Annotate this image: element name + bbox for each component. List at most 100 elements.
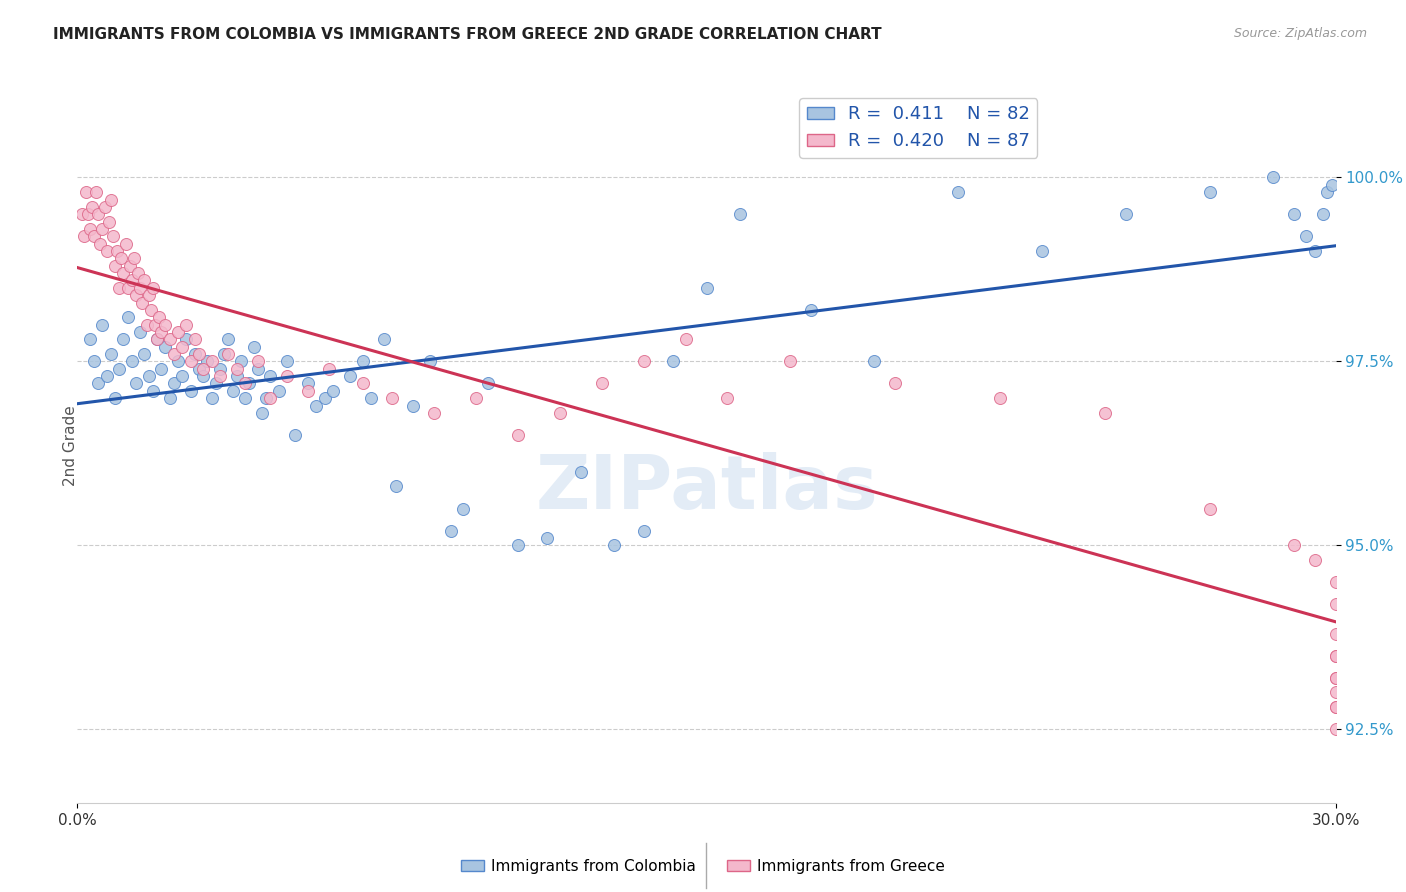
Point: [150, 325, 173, 339]
Point: [477, 376, 499, 391]
Point: [225, 369, 247, 384]
Point: [1295, 229, 1317, 244]
Point: [221, 384, 243, 398]
Point: [1324, 648, 1347, 663]
Point: [138, 369, 160, 384]
Point: [1198, 185, 1220, 199]
Point: [204, 376, 226, 391]
Point: [184, 347, 207, 361]
Point: [110, 252, 132, 266]
Point: [91, 222, 114, 236]
Point: [696, 281, 718, 295]
Point: [121, 354, 143, 368]
Point: [105, 244, 128, 258]
Point: [75, 185, 97, 199]
Point: [464, 391, 486, 405]
Point: [155, 318, 177, 332]
Point: [352, 376, 374, 391]
Text: Source: ZipAtlas.com: Source: ZipAtlas.com: [1233, 27, 1367, 40]
Point: [97, 214, 120, 228]
Point: [167, 325, 190, 339]
Point: [96, 244, 118, 258]
Point: [1324, 648, 1347, 663]
Point: [373, 332, 395, 346]
Point: [142, 384, 165, 398]
Point: [217, 332, 239, 346]
Point: [150, 361, 173, 376]
Point: [1324, 700, 1347, 714]
Point: [125, 288, 148, 302]
Point: [87, 376, 110, 391]
Point: [101, 229, 124, 244]
Point: [148, 310, 170, 325]
Point: [1324, 700, 1347, 714]
Point: [419, 354, 441, 368]
Point: [1324, 671, 1347, 685]
Point: [87, 207, 110, 221]
Point: [146, 332, 169, 346]
Point: [322, 384, 344, 398]
Point: [1324, 723, 1347, 737]
Point: [884, 376, 907, 391]
Point: [118, 259, 141, 273]
Point: [129, 325, 152, 339]
Point: [267, 384, 290, 398]
Point: [381, 391, 404, 405]
Point: [716, 391, 738, 405]
Point: [1282, 538, 1305, 552]
Point: [191, 369, 215, 384]
Point: [200, 391, 222, 405]
Point: [114, 236, 136, 251]
Point: [242, 340, 264, 354]
Point: [121, 273, 143, 287]
Point: [1320, 178, 1343, 192]
Text: IMMIGRANTS FROM COLOMBIA VS IMMIGRANTS FROM GREECE 2ND GRADE CORRELATION CHART: IMMIGRANTS FROM COLOMBIA VS IMMIGRANTS F…: [53, 27, 882, 42]
Point: [1094, 406, 1116, 420]
Point: [318, 361, 340, 376]
Point: [1324, 597, 1347, 611]
Point: [112, 266, 135, 280]
Y-axis label: 2nd Grade: 2nd Grade: [63, 406, 77, 486]
Point: [1282, 207, 1305, 221]
Point: [728, 207, 751, 221]
Point: [163, 347, 186, 361]
Point: [250, 406, 273, 420]
Point: [233, 391, 256, 405]
Point: [142, 281, 165, 295]
Point: [159, 391, 181, 405]
Point: [1198, 501, 1220, 516]
Point: [1324, 685, 1347, 699]
Point: [779, 354, 801, 368]
Point: [339, 369, 361, 384]
Point: [195, 354, 218, 368]
Point: [100, 193, 122, 207]
Point: [591, 376, 613, 391]
Point: [108, 361, 131, 376]
Point: [138, 288, 160, 302]
Point: [208, 361, 231, 376]
Point: [259, 369, 281, 384]
Point: [134, 273, 156, 287]
Point: [633, 524, 655, 538]
Point: [143, 318, 166, 332]
Point: [108, 281, 131, 295]
Point: [246, 354, 269, 368]
Point: [131, 295, 153, 310]
Point: [506, 428, 529, 442]
Point: [139, 302, 162, 317]
Point: [191, 361, 215, 376]
Point: [402, 399, 425, 413]
Point: [200, 354, 222, 368]
Point: [352, 354, 374, 368]
Point: [297, 384, 319, 398]
Point: [122, 252, 145, 266]
Point: [633, 354, 655, 368]
Point: [259, 391, 281, 405]
Point: [1312, 207, 1334, 221]
Point: [146, 332, 169, 346]
Point: [1324, 626, 1347, 640]
Point: [225, 361, 247, 376]
Point: [117, 281, 139, 295]
Point: [360, 391, 382, 405]
Point: [117, 310, 139, 325]
